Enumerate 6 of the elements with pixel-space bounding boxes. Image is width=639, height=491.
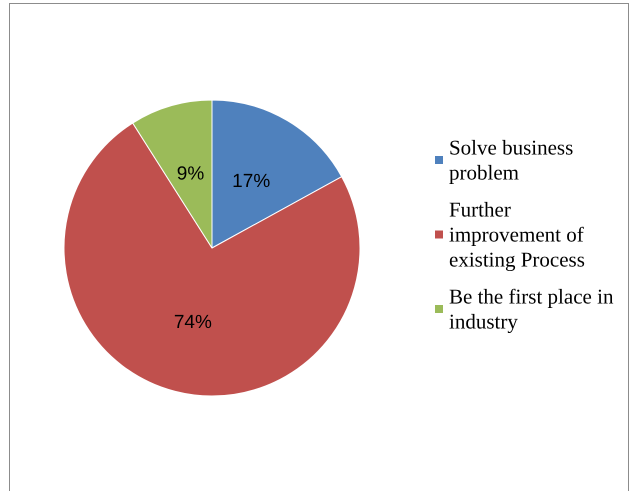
legend-label: Solve business problem (449, 136, 579, 184)
data-label: 17% (232, 171, 270, 192)
data-label: 9% (176, 164, 204, 185)
data-label: 74% (174, 312, 212, 334)
legend-label: Further improvement of existing Process (449, 198, 589, 272)
legend-label: Be the first place in industry (449, 284, 619, 334)
